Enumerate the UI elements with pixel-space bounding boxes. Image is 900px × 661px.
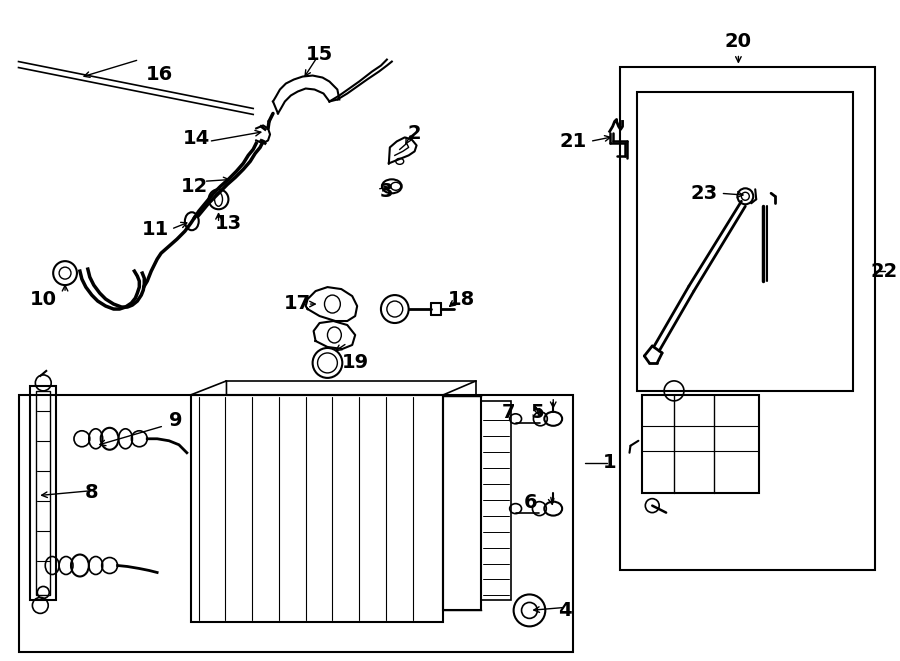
Text: 17: 17 (284, 293, 311, 313)
Bar (481, 401, 510, 600)
Bar (191, 395, 444, 623)
Text: 21: 21 (560, 132, 587, 151)
Text: 18: 18 (447, 290, 475, 309)
Text: 12: 12 (181, 176, 209, 196)
Text: 2: 2 (408, 124, 421, 143)
Text: 22: 22 (870, 262, 897, 281)
Text: 10: 10 (30, 290, 57, 309)
Text: 5: 5 (531, 403, 544, 422)
Text: 1: 1 (603, 453, 616, 472)
Text: 13: 13 (215, 214, 242, 233)
Text: 14: 14 (183, 129, 211, 148)
Text: 16: 16 (146, 65, 173, 84)
Bar (36, 391, 50, 596)
Text: 19: 19 (342, 354, 369, 372)
Bar (637, 91, 853, 391)
Text: 4: 4 (558, 601, 572, 620)
Text: 23: 23 (690, 184, 717, 203)
Text: 20: 20 (724, 32, 751, 51)
Text: 3: 3 (380, 182, 393, 201)
Bar (643, 395, 760, 492)
Text: 15: 15 (306, 45, 333, 64)
Text: 8: 8 (85, 483, 99, 502)
Bar (444, 396, 481, 610)
Bar (19, 395, 573, 652)
Bar (619, 67, 875, 570)
Bar (31, 386, 56, 600)
Text: 7: 7 (502, 403, 516, 422)
Text: 9: 9 (169, 411, 183, 430)
Text: 6: 6 (524, 493, 537, 512)
Text: 11: 11 (141, 219, 169, 239)
